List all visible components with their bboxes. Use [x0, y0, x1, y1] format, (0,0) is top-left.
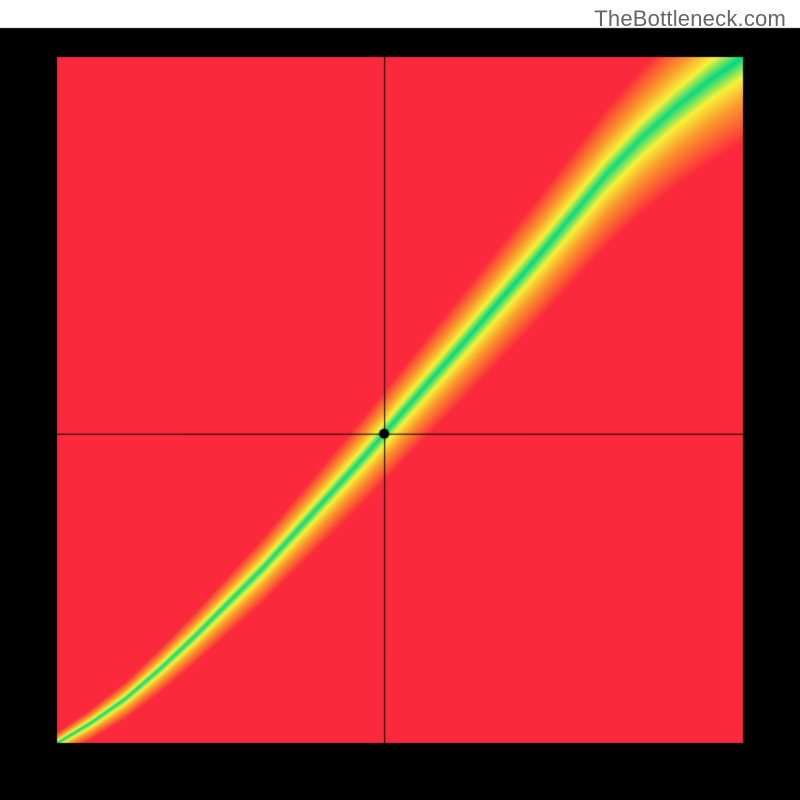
bottleneck-heatmap: [0, 0, 800, 800]
watermark-text: TheBottleneck.com: [594, 6, 786, 32]
